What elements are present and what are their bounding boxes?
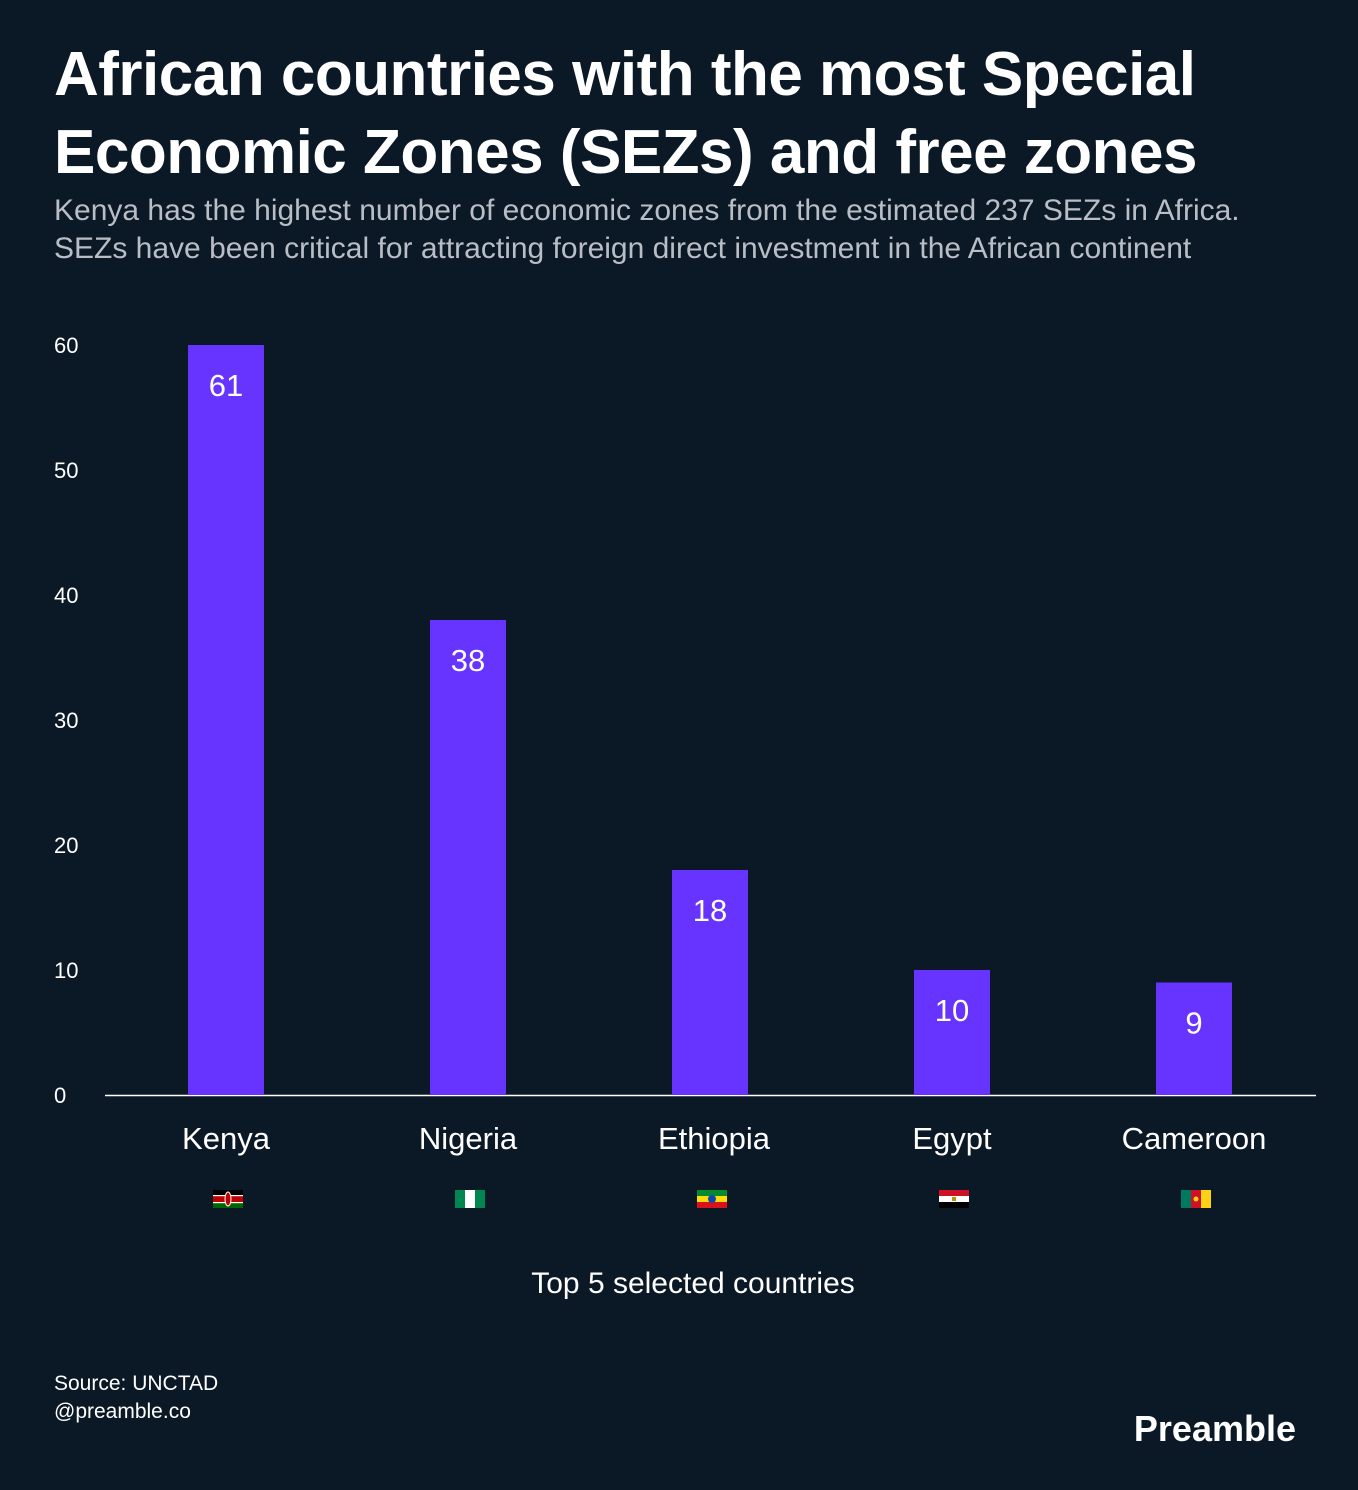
bar-data-label: 61 [209, 368, 243, 403]
bar-chart: 0 10 20 30 40 50 60 61 Kenya 38 Nigeria 18 Ethiopia 1… [54, 333, 1316, 1300]
egypt-flag-icon [939, 1190, 969, 1208]
kenya-flag-icon [213, 1190, 243, 1208]
x-tick-label: Nigeria [419, 1121, 518, 1156]
chart-subtitle: Kenya has the highest number of economic… [54, 194, 1240, 265]
ethiopia-flag-icon [697, 1190, 727, 1208]
bar-data-label: 10 [935, 993, 969, 1028]
y-tick-label: 30 [54, 708, 78, 733]
x-tick-label: Egypt [912, 1121, 992, 1156]
brand-logo: Preamble [1133, 1408, 1296, 1449]
source-block: Source: UNCTAD @preamble.co [54, 1370, 218, 1426]
bar [430, 620, 506, 1095]
bar-data-label: 18 [693, 893, 727, 928]
bar [188, 345, 264, 1095]
bar [914, 970, 990, 1095]
y-tick-label: 50 [54, 458, 78, 483]
x-tick-label: Kenya [182, 1121, 271, 1156]
bar [1156, 982, 1232, 1095]
x-tick-label: Ethiopia [658, 1121, 771, 1156]
y-tick-label: 10 [54, 958, 78, 983]
x-tick-label: Cameroon [1122, 1121, 1267, 1156]
bar-data-label: 9 [1185, 1006, 1202, 1041]
bar [672, 870, 748, 1095]
y-tick-label: 40 [54, 583, 78, 608]
chart-title: African countries with the most Special … [54, 40, 1198, 187]
cameroon-flag-icon [1181, 1190, 1211, 1208]
bar-data-label: 38 [451, 643, 485, 678]
nigeria-flag-icon [455, 1190, 485, 1208]
y-tick-label: 20 [54, 833, 78, 858]
x-axis-title: Top 5 selected countries [531, 1267, 855, 1300]
y-tick-label: 60 [54, 333, 78, 358]
y-tick-label: 0 [54, 1083, 66, 1108]
handle-text: @preamble.co [54, 1400, 191, 1423]
source-text: Source: UNCTAD [54, 1372, 219, 1395]
